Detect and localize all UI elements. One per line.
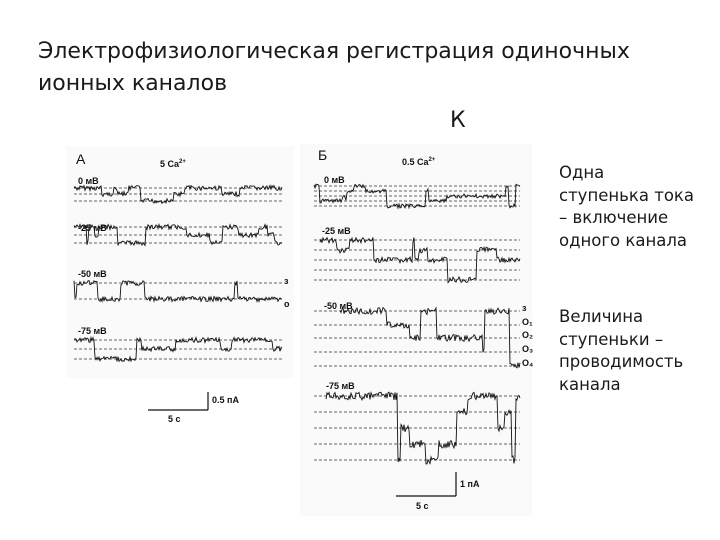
- panel-a-traces: [73, 184, 283, 363]
- side-text-conductance: Величина ступеньки – проводимость канала: [559, 306, 709, 396]
- side-line: канала: [559, 374, 621, 394]
- panel-b-current-trace: [319, 236, 521, 284]
- panel-b-ca-label: 0.5 Ca2+: [402, 157, 436, 167]
- panel-a-ca-label: 5 Ca2+: [160, 159, 186, 169]
- panel-a-trace-label: -75 мВ: [78, 326, 107, 336]
- slide-title: Электрофизиологическая регистрация одино…: [38, 36, 658, 100]
- scale-time-label: 5 с: [416, 501, 429, 511]
- panel-b-current-trace: [313, 183, 521, 210]
- side-line: Величина: [559, 307, 644, 326]
- panel-b-trace-label: -75 мВ: [326, 381, 355, 391]
- side-line: ступенька тока: [559, 185, 695, 205]
- state-label-o1: O₁: [522, 317, 533, 327]
- side-line: Одна: [559, 163, 605, 182]
- side-line: одного канала: [559, 230, 688, 250]
- state-label-closed: з: [284, 276, 289, 286]
- panel-b-trace-label: -50 мВ: [324, 301, 353, 311]
- panel-a-current-trace: [73, 280, 283, 303]
- side-line: ступеньки –: [559, 329, 664, 349]
- side-text-single-step: Одна ступенька тока – включение одного к…: [559, 162, 709, 252]
- k-label: К: [450, 108, 466, 133]
- panel-b-trace-label: -25 мВ: [322, 226, 351, 236]
- panel-a: А 5 Ca2+ 0 мВ -25 мВ -50 мВ -75 мВ з о 0…: [66, 146, 294, 424]
- scale-time-label: 5 с: [168, 414, 181, 424]
- side-line: проводимость: [559, 352, 684, 371]
- scale-amp-label: 0.5 пА: [212, 395, 239, 405]
- panel-a-current-trace: [73, 184, 283, 205]
- panel-b-current-trace: [325, 391, 521, 465]
- panel-a-trace-label: -50 мВ: [78, 269, 107, 279]
- panel-a-current-trace: [73, 335, 283, 363]
- panel-a-trace-label: -25 мВ: [78, 223, 107, 233]
- state-label-o2: O₂: [522, 330, 533, 340]
- panel-b-guides: [314, 185, 520, 461]
- title-line-1: Электрофизиологическая регистрация одино…: [38, 39, 630, 64]
- panel-b-letter: Б: [318, 147, 327, 163]
- side-line: – включение: [559, 208, 669, 227]
- state-label-closed: з: [522, 303, 527, 313]
- state-label-o4: O₄: [522, 358, 533, 368]
- panel-a-letter: А: [76, 151, 86, 167]
- panel-b-traces: [313, 183, 521, 465]
- panel-b-current-trace: [339, 306, 521, 369]
- state-label-o3: O₃: [522, 344, 533, 354]
- panel-b-trace-label: 0 мВ: [324, 175, 345, 185]
- panel-b: Б 0.5 Ca2+ 0 мВ -25 мВ -50 мВ -75 мВ з O…: [300, 144, 533, 516]
- title-line-2: ионных каналов: [38, 71, 228, 96]
- scale-amp-label: 1 пА: [460, 479, 480, 489]
- state-label-open: о: [284, 299, 290, 309]
- panel-a-trace-label: 0 мВ: [78, 176, 99, 186]
- panel-a-current-trace: [73, 222, 283, 247]
